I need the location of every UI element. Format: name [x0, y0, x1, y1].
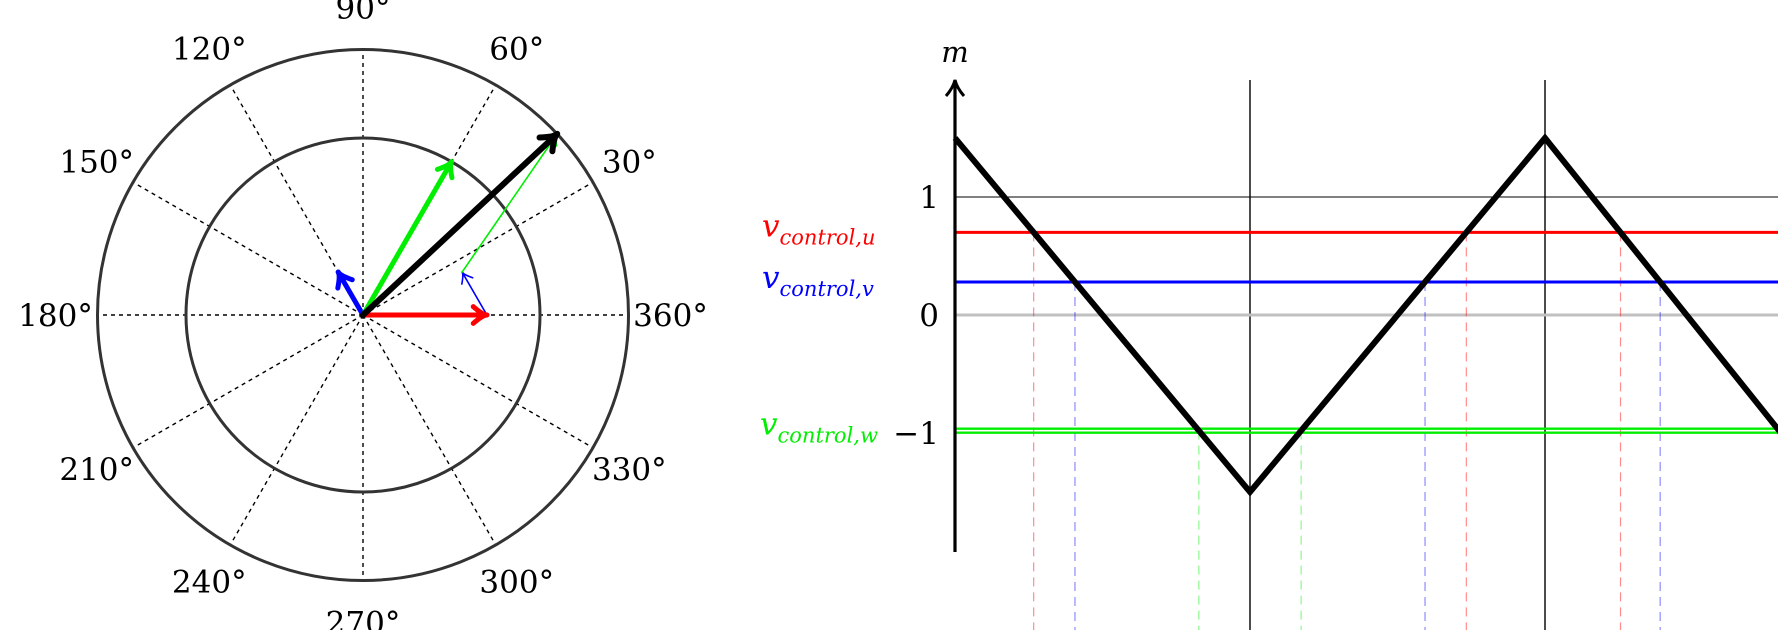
v-phasor-arrow: [335, 269, 366, 318]
control-u-label: vcontrol,u: [762, 208, 875, 249]
angle-label: 90°: [336, 0, 391, 27]
resultant-phasor-arrow-shaft: [360, 130, 561, 318]
w-shift-arrow-shaft: [461, 133, 558, 273]
angle-label: 60°: [489, 32, 544, 68]
control-label-subscript: control,v: [780, 277, 874, 301]
resultant-phasor-arrow-head: [536, 130, 561, 155]
control-label-base: v: [760, 407, 778, 443]
angle-label: 120°: [172, 32, 247, 68]
v-phasor-arrow-shaft: [335, 269, 366, 318]
control-v-label: vcontrol,v: [762, 260, 874, 301]
angle-label: 240°: [172, 564, 247, 600]
carrier-wave: [952, 133, 1778, 497]
u-phasor-arrow: [360, 304, 490, 326]
v-shift-arrow-shaft: [461, 271, 488, 316]
angle-label: 210°: [59, 452, 134, 488]
w-phasor-arrow-shaft: [360, 159, 454, 318]
spoke-line: [132, 181, 364, 316]
y-axis-label: m: [941, 35, 969, 69]
spoke-line: [362, 314, 497, 546]
outer-ring: [96, 48, 630, 582]
y-axis-arrowhead: [944, 79, 966, 97]
spoke-line: [229, 314, 364, 546]
angle-label: 330°: [592, 452, 667, 488]
resultant-phasor-arrow: [360, 130, 561, 318]
v-phasor-arrow-head: [335, 269, 355, 291]
control-label-base: v: [762, 260, 780, 296]
w-phasor-arrow: [360, 159, 455, 318]
w-shift-arrow: [461, 133, 558, 273]
angle-label: 360°: [633, 298, 708, 334]
control-label-base: v: [762, 208, 780, 244]
control-label-subscript: control,u: [780, 225, 876, 249]
angle-label: 150°: [59, 144, 134, 180]
angle-label: 270°: [326, 606, 401, 630]
polar-phasor-diagram: 90° 60° 30° 360° 330° 300° 270° 240° 210° 180° 150…: [18, 0, 708, 630]
angle-label: 300°: [479, 564, 554, 600]
spoke-line: [362, 314, 594, 449]
w-phasor-arrow-head: [434, 159, 455, 181]
y-tick-label: −1: [893, 416, 939, 452]
angle-label: 180°: [18, 298, 93, 334]
angle-label: 30°: [602, 144, 657, 180]
u-phasor-arrow-head: [470, 304, 490, 326]
y-tick-label: 0: [919, 298, 939, 334]
control-w-label: vcontrol,w: [760, 407, 878, 448]
control-label-subscript: control,w: [778, 424, 878, 448]
inner-ring: [184, 136, 542, 494]
y-tick-label: 1: [919, 180, 939, 216]
spoke-line: [132, 314, 364, 449]
